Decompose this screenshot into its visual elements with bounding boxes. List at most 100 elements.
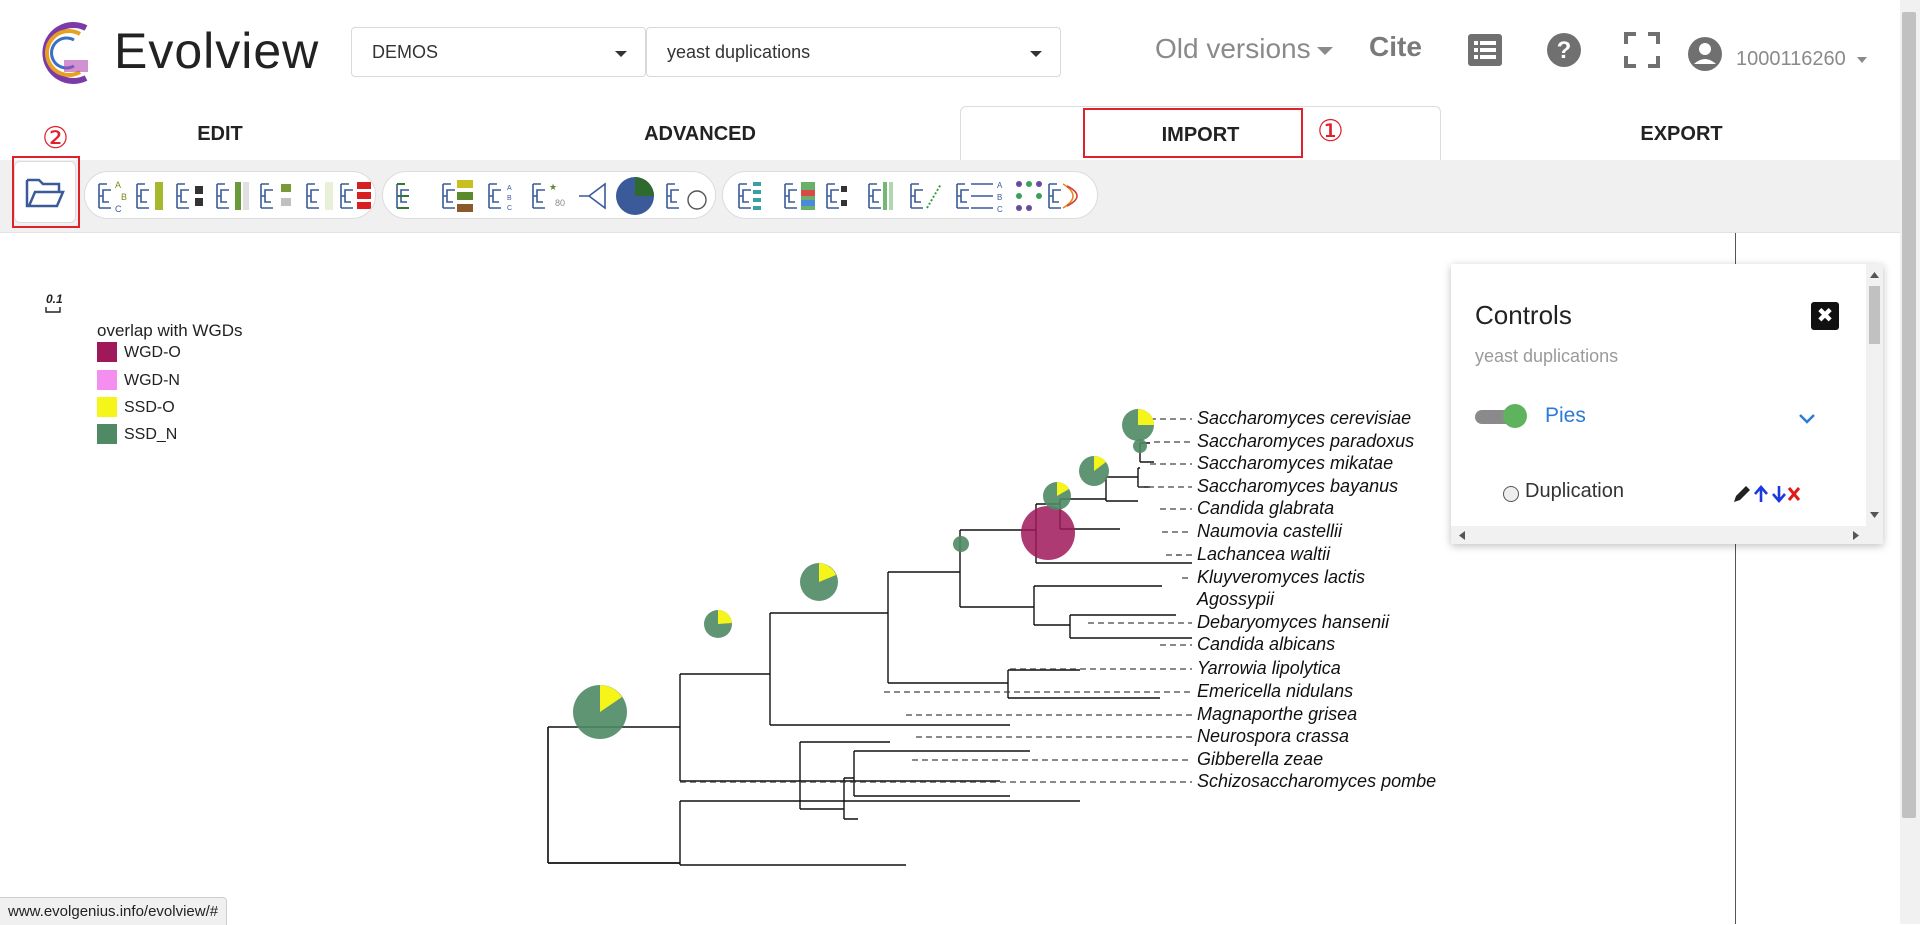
tree-label-tools-icons[interactable]: ABC bbox=[85, 172, 376, 219]
leaf-connectors bbox=[680, 418, 1192, 783]
old-versions-menu[interactable]: Old versions bbox=[1155, 33, 1333, 65]
svg-text:80: 80 bbox=[555, 198, 565, 208]
pie-node[interactable] bbox=[1043, 482, 1071, 510]
legend-swatch bbox=[97, 424, 117, 444]
scroll-right-arrow-icon[interactable] bbox=[1851, 530, 1861, 541]
tab-import[interactable]: IMPORT bbox=[960, 106, 1441, 160]
svg-text:B: B bbox=[121, 192, 127, 202]
tab-edit[interactable]: EDIT bbox=[197, 123, 243, 145]
leaf-label[interactable]: Candida glabrata bbox=[1197, 498, 1334, 518]
legend-swatch bbox=[97, 397, 117, 417]
pie-node[interactable] bbox=[1021, 506, 1075, 560]
canvas-divider bbox=[1735, 233, 1736, 924]
svg-text:C: C bbox=[997, 205, 1003, 214]
svg-text:C: C bbox=[115, 204, 122, 214]
scroll-left-arrow-icon[interactable] bbox=[1457, 530, 1467, 541]
tree-select-value: yeast duplications bbox=[667, 42, 811, 62]
tree-branches-tail bbox=[547, 727, 680, 864]
panel-scrollbar-thumb[interactable] bbox=[1869, 286, 1880, 344]
pie-node[interactable] bbox=[1122, 409, 1154, 441]
user-avatar-icon[interactable] bbox=[1685, 34, 1725, 74]
tree-select[interactable]: yeast duplications bbox=[646, 27, 1061, 77]
tab-import-label: IMPORT bbox=[1161, 124, 1240, 146]
close-icon[interactable]: ✖ bbox=[1811, 302, 1839, 330]
panel-scrollbar-horizontal[interactable] bbox=[1451, 526, 1883, 544]
leaf-label[interactable]: Candida albicans bbox=[1197, 634, 1335, 654]
leaf-label[interactable]: Yarrowia lipolytica bbox=[1197, 658, 1341, 678]
layer-name[interactable]: Pies bbox=[1545, 404, 1586, 427]
legend-label: WGD-N bbox=[124, 372, 180, 389]
leaf-label[interactable]: Neurospora crassa bbox=[1197, 726, 1349, 746]
leaf-label[interactable]: Saccharomyces mikatae bbox=[1197, 453, 1393, 473]
leaf-connectors-extra bbox=[1166, 554, 1192, 579]
legend-swatch bbox=[97, 370, 117, 390]
app-title: Evolview bbox=[114, 23, 320, 79]
dataset-label: Duplication bbox=[1525, 480, 1624, 502]
leaf-label[interactable]: Kluyveromyces lactis bbox=[1197, 567, 1365, 587]
leaf-label[interactable]: Saccharomyces cerevisiae bbox=[1197, 408, 1411, 428]
leaf-label[interactable]: Emericella nidulans bbox=[1197, 681, 1353, 701]
leaf-label[interactable]: Debaryomyces hansenii bbox=[1197, 612, 1390, 632]
dataset-actions bbox=[1734, 485, 1801, 503]
scroll-up-arrow-icon[interactable] bbox=[1869, 270, 1880, 280]
open-file-button[interactable] bbox=[14, 161, 76, 223]
arrow-up-icon[interactable] bbox=[1754, 485, 1768, 502]
legend-title: overlap with WGDs bbox=[97, 321, 242, 340]
phylogenetic-tree[interactable]: 0.1 overlap with WGDs WGD-O WGD-N SSD-O … bbox=[0, 233, 1735, 924]
chevron-down-icon bbox=[1030, 51, 1042, 57]
fullscreen-icon[interactable] bbox=[1622, 30, 1662, 70]
svg-text:B: B bbox=[507, 195, 512, 202]
tree-chart-tools-icons[interactable]: ABC ★ 80 bbox=[383, 172, 716, 219]
legend-label: SSD-O bbox=[124, 399, 175, 416]
controls-panel: Controls yeast duplications ✖ Pies Dupli… bbox=[1451, 264, 1883, 544]
layer-toggle-knob[interactable] bbox=[1503, 404, 1527, 428]
pie-node[interactable] bbox=[953, 536, 969, 552]
evolview-logo-icon[interactable] bbox=[36, 18, 98, 88]
tab-advanced[interactable]: ADVANCED bbox=[644, 123, 756, 145]
tree-data-tools-icons[interactable]: ABC bbox=[723, 172, 1098, 219]
leaf-label[interactable]: Lachancea waltii bbox=[1197, 544, 1331, 564]
pie-node[interactable] bbox=[800, 563, 838, 601]
pie-node[interactable] bbox=[573, 685, 627, 739]
leaf-label[interactable]: Schizosaccharomyces pombe bbox=[1197, 771, 1436, 791]
chevron-down-icon bbox=[1316, 46, 1333, 55]
chevron-down-icon[interactable] bbox=[1857, 57, 1867, 63]
annotation-marker-1: ① bbox=[1317, 115, 1344, 148]
legend-label: WGD-O bbox=[124, 344, 181, 361]
dataset-radio[interactable] bbox=[1503, 486, 1519, 502]
folder-highlight-box bbox=[12, 156, 80, 228]
scroll-down-arrow-icon[interactable] bbox=[1869, 510, 1880, 520]
scale-bar-label: 0.1 bbox=[46, 292, 63, 306]
top-header: Evolview DEMOS yeast duplications Old ve… bbox=[0, 0, 1900, 100]
svg-text:A: A bbox=[115, 180, 121, 190]
leaf-label[interactable]: Saccharomyces bayanus bbox=[1197, 476, 1398, 496]
chevron-down-icon[interactable] bbox=[1797, 408, 1817, 428]
pie-node[interactable] bbox=[704, 610, 732, 638]
page-scrollbar-thumb[interactable] bbox=[1902, 12, 1916, 818]
tab-export[interactable]: EXPORT bbox=[1640, 123, 1723, 145]
pie-node[interactable] bbox=[1079, 456, 1109, 486]
leaf-label[interactable]: Saccharomyces paradoxus bbox=[1197, 431, 1414, 451]
annotation-marker-2: ② bbox=[42, 122, 69, 155]
edit-pencil-icon[interactable] bbox=[1734, 486, 1750, 502]
svg-text:A: A bbox=[997, 181, 1003, 190]
project-select[interactable]: DEMOS bbox=[351, 27, 646, 77]
arrow-down-icon[interactable] bbox=[1772, 486, 1786, 503]
svg-text:B: B bbox=[997, 193, 1002, 202]
leaf-label[interactable]: Gibberella zeae bbox=[1197, 749, 1323, 769]
leaf-label[interactable]: Magnaporthe grisea bbox=[1197, 704, 1357, 724]
legend-swatch bbox=[97, 342, 117, 362]
list-icon[interactable] bbox=[1465, 30, 1505, 70]
project-select-value: DEMOS bbox=[372, 42, 439, 62]
pie-node[interactable] bbox=[1133, 439, 1147, 453]
delete-x-icon[interactable] bbox=[1787, 487, 1801, 501]
status-url: www.evolgenius.info/evolview/# bbox=[0, 897, 228, 925]
leaf-label[interactable]: Agossypii bbox=[1196, 589, 1275, 609]
tree-branches bbox=[547, 442, 1192, 866]
cite-link[interactable]: Cite bbox=[1369, 31, 1422, 62]
help-icon[interactable]: ? bbox=[1544, 30, 1584, 70]
leaf-label[interactable]: Naumovia castellii bbox=[1197, 521, 1343, 541]
folder-open-icon bbox=[25, 178, 65, 208]
user-id[interactable]: 1000116260 bbox=[1736, 48, 1846, 70]
